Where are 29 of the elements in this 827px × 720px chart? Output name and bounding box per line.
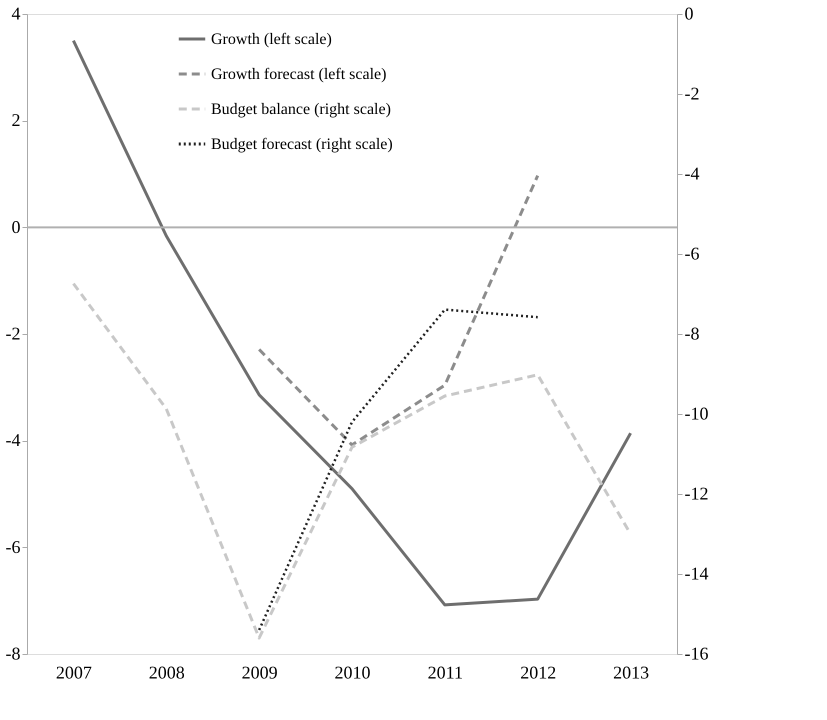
y2-tick-label: -2 — [684, 84, 700, 104]
x-tick-label: 2009 — [242, 662, 278, 682]
y-tick-label: 2 — [12, 110, 20, 130]
x-tick-label: 2012 — [520, 662, 556, 682]
legend-label: Budget balance (right scale) — [211, 101, 391, 118]
y2-tick-label: -8 — [684, 324, 700, 344]
y2-tick-label: -12 — [684, 484, 708, 504]
x-tick-label: 2013 — [613, 662, 650, 682]
y-tick-label: 4 — [12, 4, 20, 24]
x-tick-label: 2007 — [56, 662, 92, 682]
y2-tick-label: -10 — [684, 404, 708, 424]
x-tick-label: 2008 — [148, 662, 185, 682]
legend-label: Budget forecast (right scale) — [211, 136, 393, 153]
y2-tick-label: -4 — [684, 164, 700, 184]
x-tick-label: 2010 — [334, 662, 370, 682]
y2-tick-label: -6 — [684, 244, 700, 264]
y2-tick-label: -14 — [684, 564, 708, 584]
y-tick-label: -6 — [6, 536, 20, 557]
line-series — [258, 308, 539, 632]
legend-label: Growth forecast (left scale) — [211, 66, 386, 83]
y-tick-label: -2 — [6, 324, 20, 344]
legend-label: Growth (left scale) — [211, 31, 332, 48]
y2-tick-label: -16 — [684, 644, 708, 664]
y-tick-label: -8 — [6, 644, 20, 664]
x-tick-label: 2011 — [428, 662, 464, 682]
y2-tick-label: 0 — [684, 4, 694, 24]
y-tick-label: 0 — [12, 216, 20, 237]
y-tick-label: -4 — [6, 430, 20, 450]
line-series — [258, 174, 540, 446]
